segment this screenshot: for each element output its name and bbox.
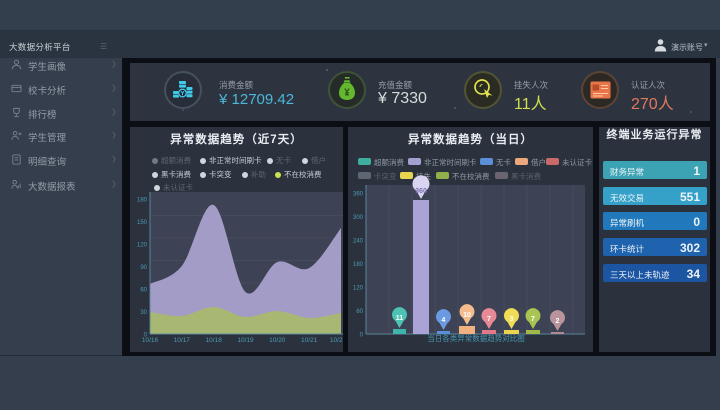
svg-text:10/17: 10/17 [174, 337, 191, 344]
svg-text:当日各类异常数据趋势对比图: 当日各类异常数据趋势对比图 [427, 333, 525, 343]
svg-text:10/19: 10/19 [237, 337, 254, 344]
svg-text:360: 360 [415, 188, 427, 195]
svg-text:60: 60 [140, 288, 147, 294]
svg-text:10/16: 10/16 [142, 337, 159, 344]
svg-text:3: 3 [510, 316, 514, 323]
svg-text:150: 150 [137, 220, 148, 226]
svg-text:300: 300 [353, 215, 364, 221]
svg-text:180: 180 [137, 198, 148, 204]
svg-text:30: 30 [140, 310, 147, 316]
svg-text:11: 11 [396, 315, 404, 322]
svg-text:4: 4 [442, 317, 446, 324]
svg-text:0: 0 [360, 333, 364, 339]
svg-text:180: 180 [353, 262, 364, 268]
svg-text:10/21: 10/21 [301, 337, 318, 344]
svg-text:10/18: 10/18 [206, 337, 223, 344]
svg-text:60: 60 [356, 309, 363, 315]
svg-text:360: 360 [353, 192, 364, 198]
svg-text:7: 7 [487, 316, 491, 323]
svg-text:90: 90 [140, 265, 147, 271]
svg-text:10/22: 10/22 [330, 337, 343, 344]
svg-text:120: 120 [137, 243, 148, 249]
svg-text:120: 120 [353, 286, 364, 292]
svg-text:240: 240 [353, 239, 364, 245]
svg-text:10/20: 10/20 [269, 337, 286, 344]
svg-text:7: 7 [531, 316, 535, 323]
svg-text:10: 10 [463, 312, 471, 319]
svg-text:2: 2 [556, 318, 560, 325]
svg-text:0: 0 [144, 333, 148, 339]
